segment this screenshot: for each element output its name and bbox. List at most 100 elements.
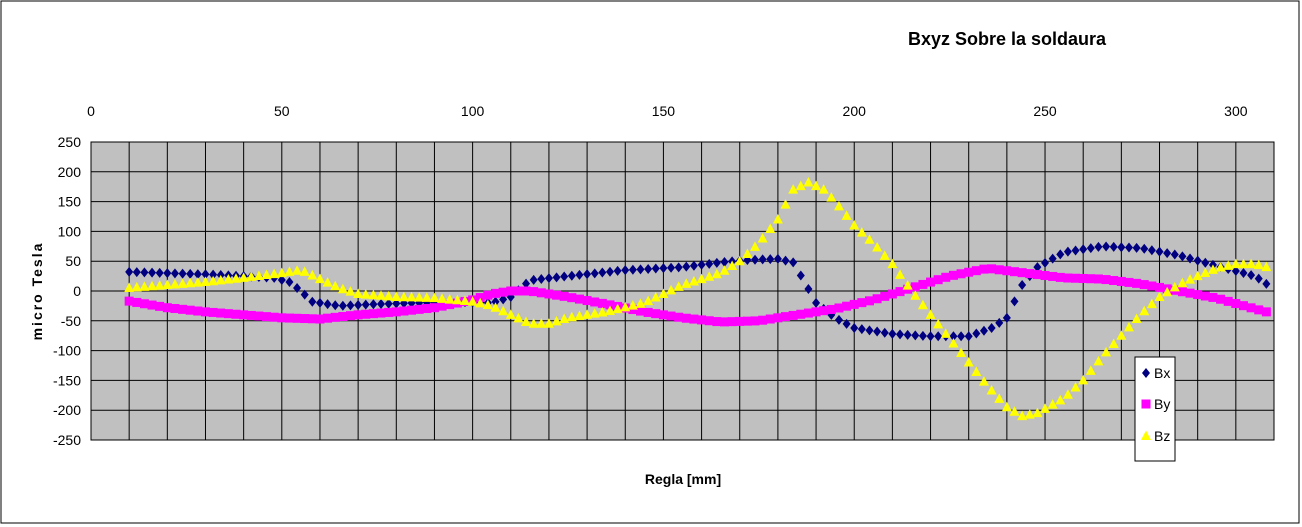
data-point-by: [590, 297, 600, 307]
data-point-by: [1032, 270, 1042, 280]
data-point-bx: [903, 329, 912, 340]
data-point-by: [292, 313, 302, 323]
data-point-by: [178, 304, 188, 314]
data-point-by: [697, 315, 707, 325]
data-point-by: [559, 291, 569, 301]
data-point-bz: [215, 274, 226, 285]
data-point-bz: [1169, 281, 1180, 292]
data-point-bx: [697, 259, 706, 270]
data-point-bz: [1040, 403, 1051, 413]
data-point-bz: [414, 292, 425, 302]
data-point-bz: [437, 293, 448, 303]
data-point-bz: [1238, 258, 1249, 269]
data-point-by: [368, 309, 378, 319]
data-point-by: [1223, 296, 1233, 306]
x-tick-label: 0: [87, 103, 95, 119]
data-point-by: [781, 312, 791, 322]
data-point-bx: [621, 265, 630, 276]
data-point-bz: [742, 248, 753, 259]
data-point-by: [170, 304, 180, 314]
data-point-bz: [811, 180, 822, 191]
data-point-by: [1147, 281, 1157, 291]
data-point-bx: [964, 331, 973, 342]
data-point-bz: [643, 295, 654, 306]
data-point-bx: [338, 300, 347, 311]
data-point-by: [666, 311, 676, 321]
data-point-bx: [605, 266, 614, 277]
data-point-by: [1208, 292, 1218, 302]
data-point-bx: [178, 268, 187, 279]
data-point-bz: [872, 241, 883, 252]
data-point-bz: [1123, 321, 1134, 332]
series-bz: [124, 177, 1272, 421]
data-point-bz: [154, 280, 165, 290]
data-point-by: [384, 307, 394, 317]
data-point-bz: [864, 234, 875, 244]
y-tick-label: 0: [73, 283, 81, 299]
data-point-bx: [957, 331, 966, 342]
data-point-by: [498, 287, 508, 297]
data-point-by: [1155, 282, 1165, 292]
data-point-bz: [895, 269, 906, 279]
data-point-bx: [1002, 312, 1011, 323]
data-point-bx: [651, 263, 660, 274]
data-point-by: [529, 287, 539, 297]
data-point-by: [842, 301, 852, 311]
data-point-bz: [231, 273, 242, 283]
data-point-bz: [940, 328, 951, 338]
grid: [91, 142, 1274, 440]
data-point-bx: [1048, 253, 1057, 264]
data-point-bx: [369, 299, 378, 310]
data-point-bz: [1047, 399, 1058, 409]
data-point-bz: [971, 366, 982, 377]
data-point-bz: [406, 291, 417, 302]
data-point-bx: [1231, 266, 1240, 277]
y-tick-label: 200: [58, 164, 82, 180]
data-point-by: [727, 317, 737, 327]
legend-marker-by: [1141, 399, 1151, 409]
data-point-bz: [1108, 338, 1119, 349]
data-point-bx: [644, 263, 653, 274]
data-point-bz: [1246, 258, 1257, 269]
data-point-bz: [1154, 291, 1165, 301]
data-point-bz: [1192, 270, 1203, 281]
data-point-bz: [574, 310, 585, 321]
data-point-bx: [850, 322, 859, 333]
data-point-bx: [659, 263, 668, 274]
data-point-by: [979, 264, 989, 274]
data-point-by: [658, 310, 668, 320]
data-point-by: [704, 316, 714, 326]
data-point-bz: [933, 318, 944, 329]
data-point-bz: [704, 271, 715, 281]
data-point-by: [284, 313, 294, 323]
data-point-by: [445, 300, 455, 310]
data-point-by: [987, 264, 997, 274]
data-point-bx: [1124, 242, 1133, 253]
data-point-by: [483, 290, 493, 300]
data-point-bx: [934, 331, 943, 342]
data-point-bz: [559, 313, 570, 324]
data-point-by: [315, 314, 325, 324]
data-point-by: [513, 286, 523, 296]
data-point-by: [582, 296, 592, 306]
data-point-by: [361, 309, 371, 319]
data-point-by: [323, 313, 333, 323]
data-point-by: [956, 269, 966, 279]
data-point-bx: [140, 267, 149, 278]
data-point-bz: [1177, 277, 1188, 288]
legend-label-bz: Bz: [1154, 428, 1170, 444]
data-point-by: [193, 306, 203, 316]
data-point-bx: [972, 328, 981, 339]
data-point-bz: [1253, 259, 1264, 270]
data-point-bx: [499, 294, 508, 305]
data-point-by: [475, 293, 485, 303]
data-point-bz: [246, 271, 257, 281]
data-point-bx: [354, 300, 363, 311]
data-point-bx: [155, 267, 164, 278]
data-point-by: [1093, 274, 1103, 284]
data-point-bx: [1247, 270, 1256, 281]
data-point-bz: [1146, 298, 1157, 309]
data-point-bx: [682, 261, 691, 272]
data-point-bx: [331, 300, 340, 311]
data-point-by: [1185, 288, 1195, 298]
